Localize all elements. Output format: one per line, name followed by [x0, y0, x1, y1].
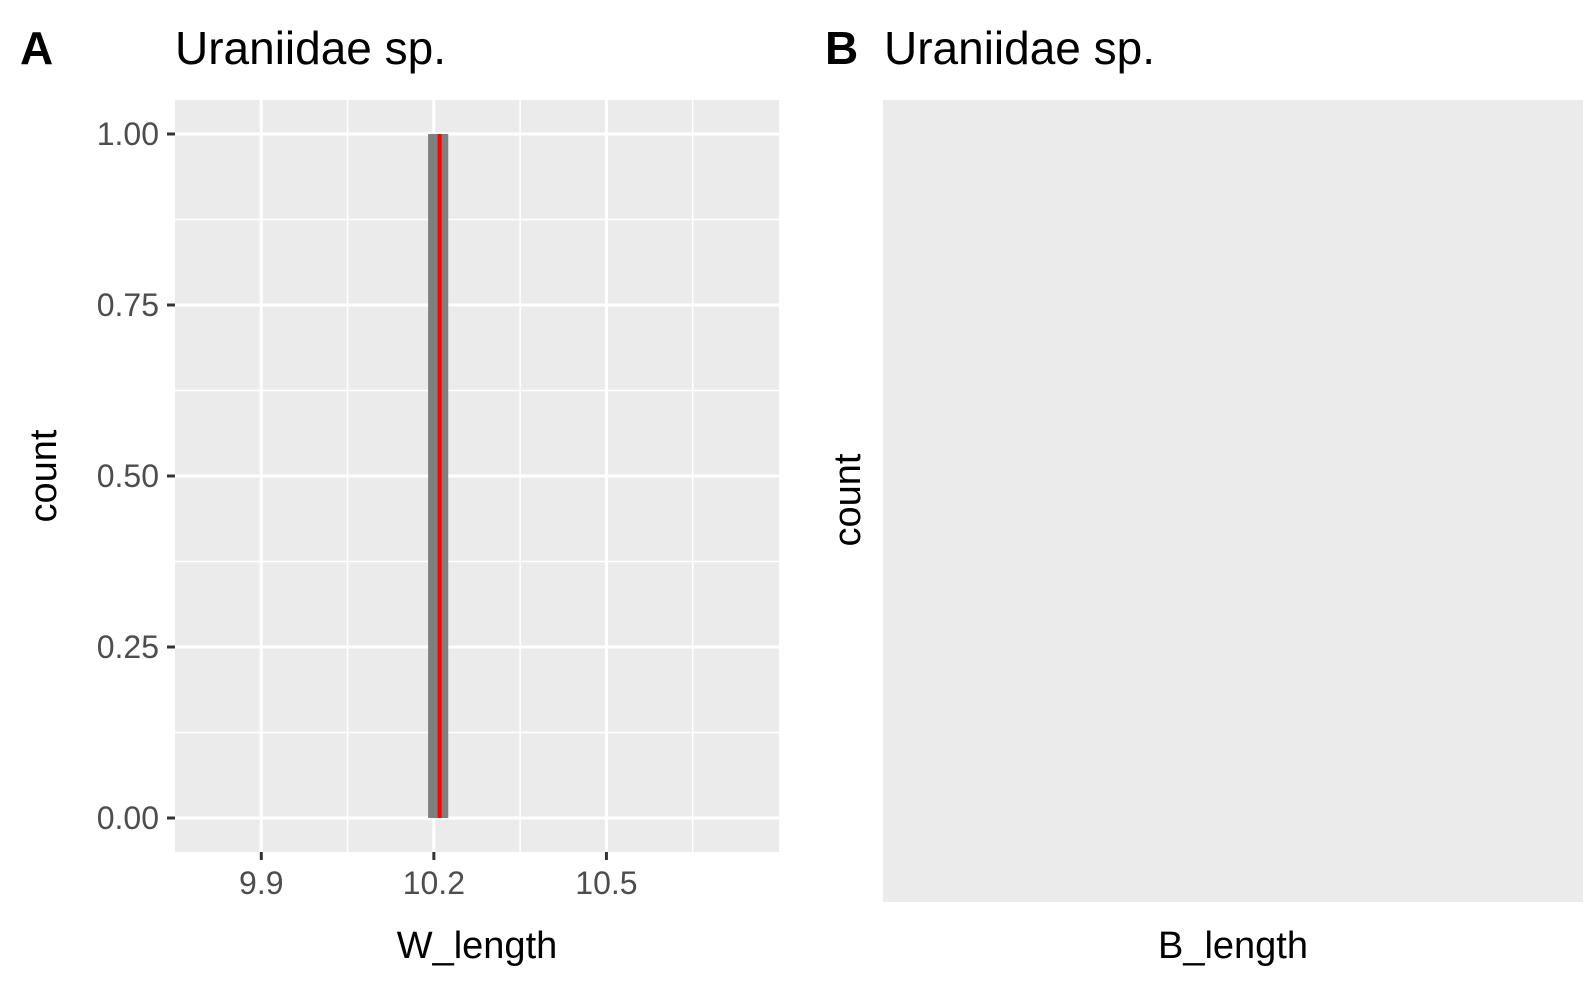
y-tick-label: 0.50: [97, 458, 159, 494]
y-tick-label: 0.25: [97, 629, 159, 665]
panel-a-x-axis: 9.9 10.2 10.5: [239, 852, 638, 901]
panel-b-tag: B: [825, 22, 858, 74]
panel-b-y-axis-title: count: [827, 453, 869, 546]
x-tick-label: 10.2: [403, 865, 465, 901]
x-tick-label: 10.5: [575, 865, 637, 901]
panel-b-plot-background: [883, 100, 1583, 902]
panel-a-y-axis: 0.00 0.25 0.50 0.75 1.00: [97, 116, 175, 836]
y-tick-label: 0.75: [97, 287, 159, 323]
panel-a: A Uraniidae sp. 0.00 0.25 0.50 0.75 1.00 9.9…: [20, 22, 779, 967]
panel-b: B Uraniidae sp. B_length count: [825, 22, 1583, 967]
y-tick-label: 0.00: [97, 800, 159, 836]
x-tick-label: 9.9: [239, 865, 283, 901]
panel-a-x-axis-title: W_length: [397, 925, 558, 967]
panel-b-title: Uraniidae sp.: [884, 22, 1155, 74]
panel-a-tag: A: [20, 22, 53, 74]
y-tick-label: 1.00: [97, 116, 159, 152]
panel-a-title: Uraniidae sp.: [175, 22, 446, 74]
panel-a-y-axis-title: count: [23, 429, 65, 522]
panel-b-x-axis-title: B_length: [1158, 925, 1308, 967]
